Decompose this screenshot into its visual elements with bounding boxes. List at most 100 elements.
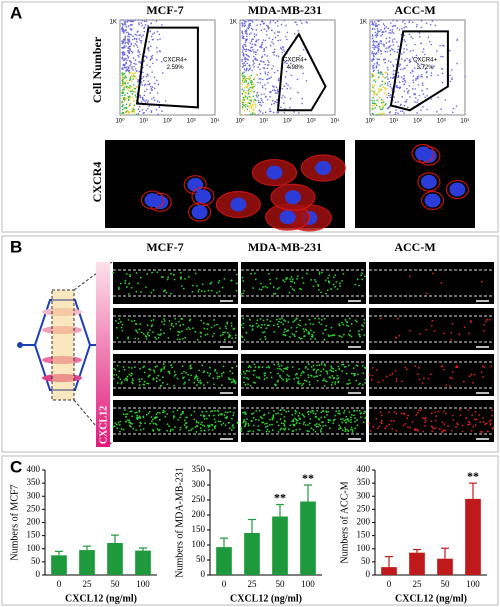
flow-dot <box>456 39 458 42</box>
cell-dot <box>210 410 212 413</box>
cell-dot <box>127 337 130 340</box>
cell-dot <box>229 378 232 381</box>
flow-dot <box>283 50 286 52</box>
flow-dot <box>383 45 385 47</box>
flow-dot <box>397 71 400 74</box>
cell-dot <box>230 429 233 431</box>
flow-dot <box>251 69 253 72</box>
cell-dot <box>471 414 474 417</box>
cell-dot <box>310 278 313 281</box>
flow-dot <box>417 84 420 86</box>
flow-dot <box>255 33 258 36</box>
cell-dot <box>268 272 270 275</box>
cell-dot <box>214 421 217 424</box>
flow-dot <box>129 90 132 93</box>
cell-dot <box>117 286 120 289</box>
flow-dot <box>133 100 135 103</box>
x-tick-label: 25 <box>413 579 423 589</box>
cell-dot <box>283 331 285 334</box>
flow-dot <box>371 21 373 23</box>
flow-dot <box>371 72 374 75</box>
cell-dot <box>318 271 321 274</box>
cell-dot <box>268 430 271 433</box>
cell-dot <box>280 368 283 371</box>
flow-dot <box>137 108 140 111</box>
flow-dot <box>129 97 131 99</box>
cell-dot <box>234 381 237 384</box>
cell-dot <box>221 333 224 336</box>
cell-dot <box>128 424 131 427</box>
flow-dot <box>376 27 379 30</box>
cell-dot <box>295 317 298 320</box>
cell-dot <box>227 331 229 334</box>
cell-dot <box>252 416 255 419</box>
flow-dot <box>371 76 373 79</box>
cell-dot <box>177 334 180 336</box>
cell-dot <box>169 430 172 432</box>
cell-dot <box>160 370 162 373</box>
cell-dot <box>188 276 190 278</box>
flow-dot <box>135 95 137 98</box>
cell-dot <box>349 330 351 332</box>
flow-dot <box>398 28 401 31</box>
flow-dot <box>267 78 269 80</box>
flow-dot <box>127 47 130 49</box>
flow-x-tick: 10³ <box>437 119 446 125</box>
flow-dot <box>141 97 144 99</box>
flow-dot <box>129 103 132 105</box>
flow-dot <box>134 68 137 70</box>
flow-dot <box>122 28 124 30</box>
flow-dot <box>243 89 245 92</box>
flow-dot <box>372 108 374 110</box>
cell-dot <box>459 409 461 411</box>
flow-dot <box>262 22 265 25</box>
flow-dot <box>284 61 286 64</box>
cell-dot <box>303 330 306 333</box>
y-tick-label: 250 <box>192 494 206 504</box>
cell-dot <box>272 414 275 417</box>
flow-dot <box>264 53 266 56</box>
cell-dot <box>154 336 156 339</box>
cell-dot <box>327 418 330 421</box>
flow-dot <box>403 26 405 29</box>
cell-dot <box>152 430 155 432</box>
flow-dot <box>422 84 424 86</box>
flow-x-tick: 10⁴ <box>330 118 340 125</box>
flow-dot <box>404 59 406 61</box>
flow-dot <box>134 33 137 36</box>
cell-dot <box>195 431 198 433</box>
flow-dot <box>126 41 129 44</box>
cell-dot <box>431 272 434 275</box>
flow-dot <box>373 63 376 65</box>
cell-dot <box>377 381 380 384</box>
flow-dot <box>276 88 279 91</box>
cell-dot <box>151 324 154 326</box>
flow-dot <box>244 91 247 94</box>
flow-dot <box>151 38 154 41</box>
flow-dot <box>244 101 247 104</box>
cell-dot <box>125 420 127 423</box>
flow-dot <box>416 77 419 80</box>
stain-label: CXCR4 <box>90 162 104 203</box>
cell-dot <box>327 277 329 279</box>
cell-dot <box>242 370 245 373</box>
flow-dot <box>274 92 277 94</box>
flow-dot <box>411 88 414 90</box>
flow-dot <box>253 33 256 35</box>
flow-dot <box>244 30 246 33</box>
cell-dot <box>324 329 327 331</box>
cell-dot <box>222 371 225 374</box>
flow-dot <box>125 81 127 83</box>
flow-dot <box>250 85 253 88</box>
cell-dot <box>140 422 142 425</box>
flow-dot <box>151 57 154 60</box>
flow-dot <box>137 54 139 57</box>
flow-dot <box>374 24 377 26</box>
cell-dot <box>196 285 198 287</box>
cell-dot <box>316 364 318 367</box>
cell-dot <box>289 424 292 427</box>
column-header: ACC-M <box>394 240 435 254</box>
cell-dot <box>178 320 180 323</box>
y-tick-label: 400 <box>27 464 41 474</box>
cell-dot <box>179 426 182 429</box>
